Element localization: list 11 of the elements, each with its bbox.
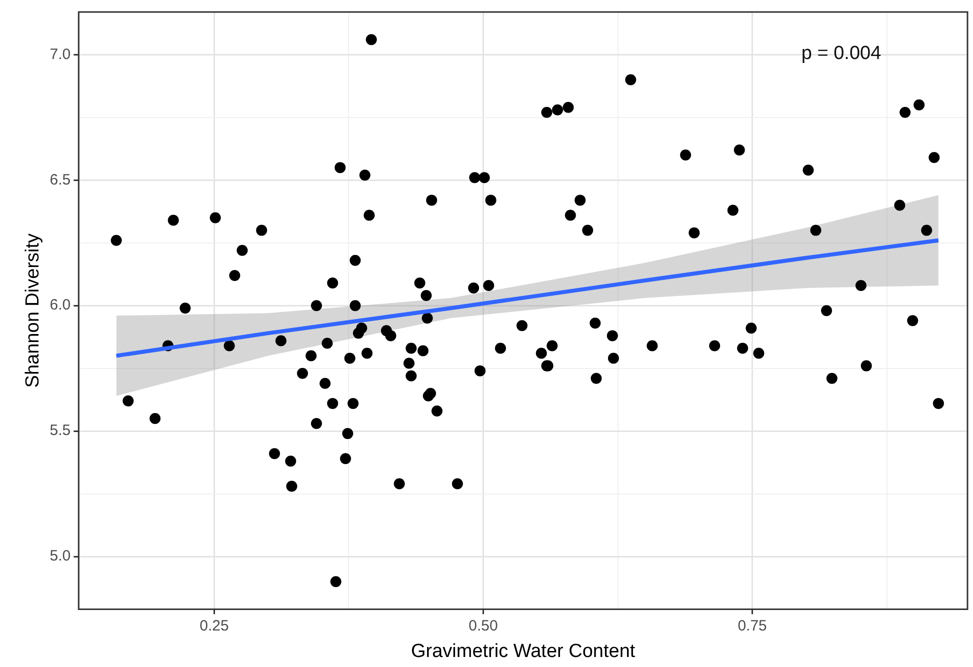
y-tick-label: 6.0: [50, 296, 71, 314]
annotation: p = 0.004: [801, 43, 882, 64]
y-tick-label: 5.5: [50, 422, 71, 440]
x-tick-label: 0.25: [200, 617, 229, 634]
x-axis-title: Gravimetric Water Content: [410, 640, 636, 662]
y-tick-label: 7.0: [50, 46, 71, 63]
y-tick-label: 6.5: [50, 171, 71, 188]
x-tick-label: 0.50: [468, 617, 498, 634]
x-tick-label: 0.75: [738, 617, 767, 634]
y-axis-title: Shannon Diversity: [22, 233, 44, 388]
y-tick-label: 5.0: [50, 548, 71, 565]
